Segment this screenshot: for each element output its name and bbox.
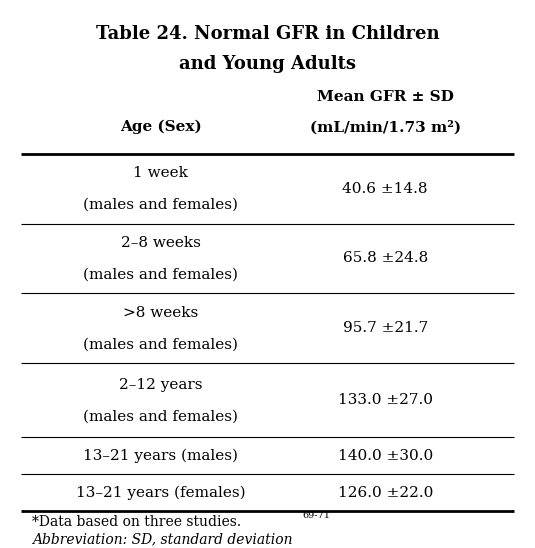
Text: 126.0 ±22.0: 126.0 ±22.0 [338,486,433,500]
Text: 1 week: 1 week [133,167,188,180]
Text: and Young Adults: and Young Adults [179,54,356,72]
Text: 140.0 ±30.0: 140.0 ±30.0 [338,449,433,463]
Text: Age (Sex): Age (Sex) [120,120,201,134]
Text: (males and females): (males and females) [83,409,238,424]
Text: 13–21 years (males): 13–21 years (males) [83,449,238,463]
Text: (males and females): (males and females) [83,338,238,352]
Text: 95.7 ±21.7: 95.7 ±21.7 [342,321,428,335]
Text: 69-71: 69-71 [302,511,330,520]
Text: (mL/min/1.73 m²): (mL/min/1.73 m²) [310,120,461,134]
Text: 13–21 years (females): 13–21 years (females) [75,486,246,500]
Text: >8 weeks: >8 weeks [123,306,198,320]
Text: Abbreviation: SD, standard deviation: Abbreviation: SD, standard deviation [32,533,293,547]
Text: (males and females): (males and females) [83,268,238,282]
Text: 133.0 ±27.0: 133.0 ±27.0 [338,393,433,407]
Text: Mean GFR ± SD: Mean GFR ± SD [317,90,454,104]
Text: (males and females): (males and females) [83,198,238,212]
Text: 2–12 years: 2–12 years [119,378,202,392]
Text: 65.8 ±24.8: 65.8 ±24.8 [342,252,428,265]
Text: 40.6 ±14.8: 40.6 ±14.8 [342,181,428,196]
Text: Table 24. Normal GFR in Children: Table 24. Normal GFR in Children [96,25,439,43]
Text: 2–8 weeks: 2–8 weeks [120,236,201,250]
Text: *Data based on three studies.: *Data based on three studies. [32,515,241,529]
